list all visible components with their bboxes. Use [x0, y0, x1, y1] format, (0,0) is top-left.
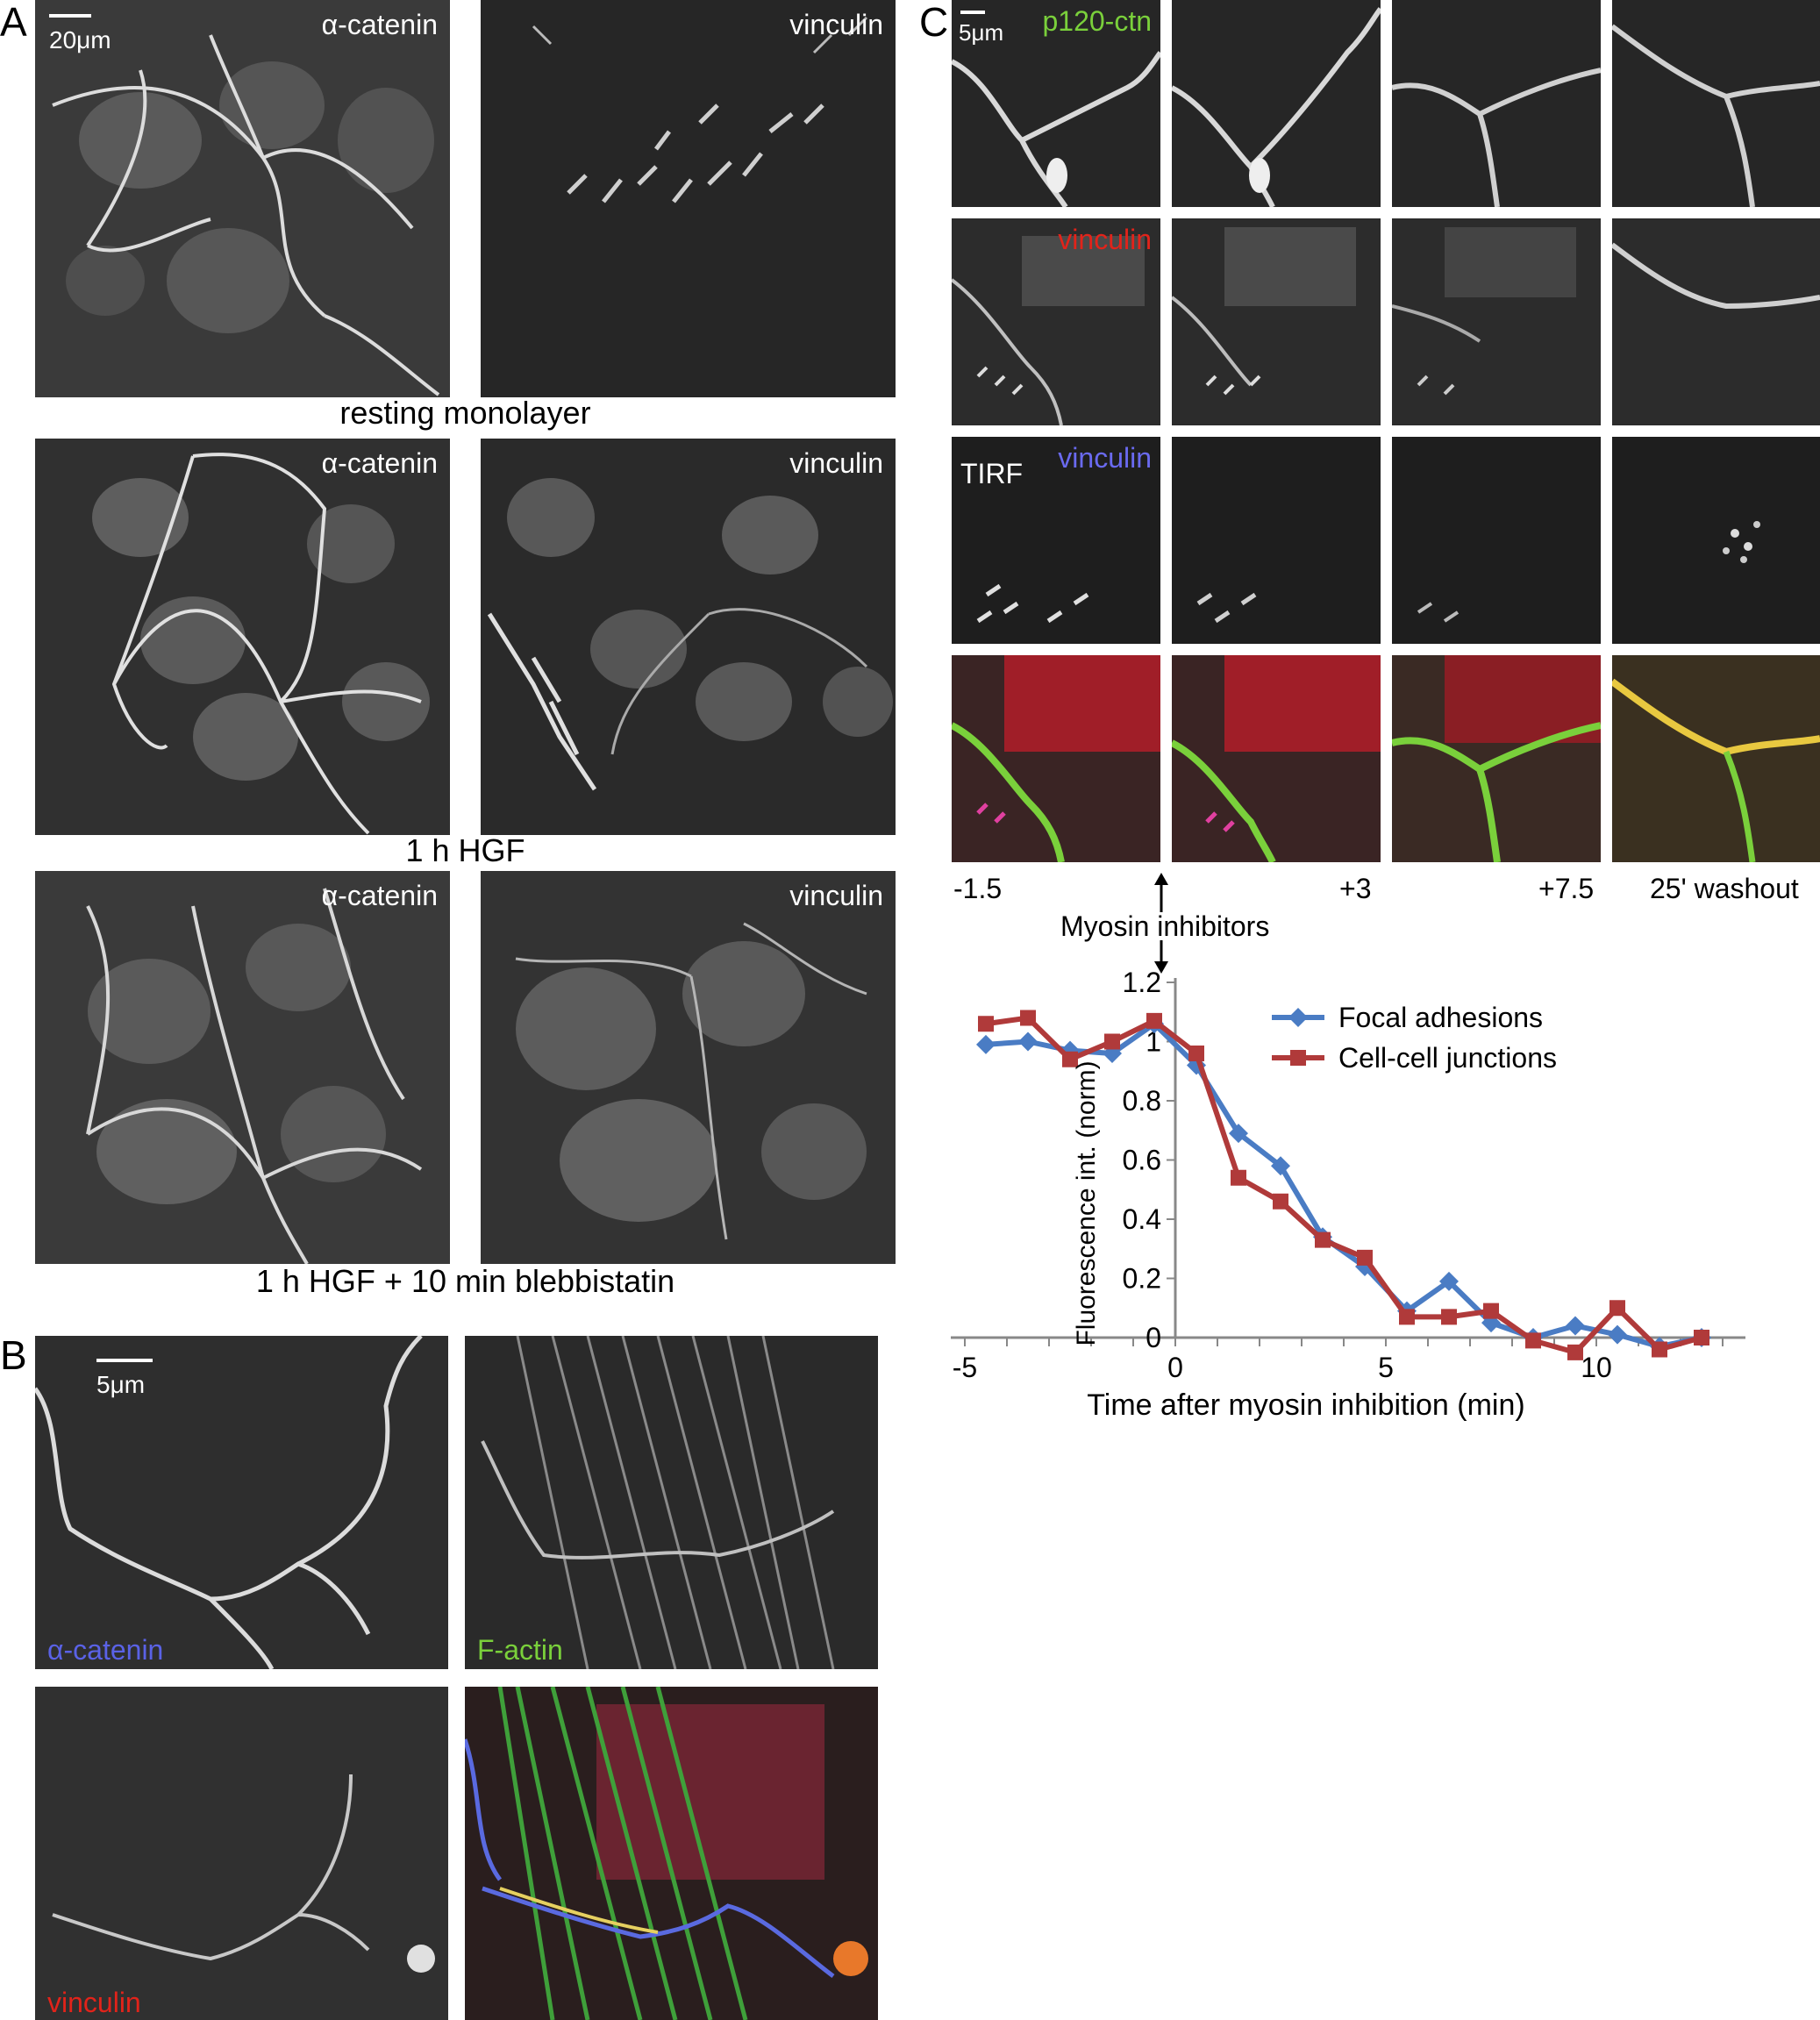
micrograph-c-merge-t3 [1392, 655, 1601, 862]
x-tick-label: 0 [1167, 1352, 1183, 1383]
channel-label: α-catenin [321, 447, 438, 479]
channel-label-vinculin-red: vinculin [1058, 224, 1152, 255]
chart-ylabel: Fluorescence int. (norm) [1072, 1060, 1101, 1345]
data-point [1441, 1309, 1457, 1325]
scale-bar [96, 1359, 153, 1362]
data-point [1271, 1156, 1290, 1176]
data-point [1315, 1231, 1331, 1248]
time-label: 25' washout [1650, 873, 1799, 904]
channel-label: vinculin [789, 880, 883, 911]
micrograph-b-f-actin: F-actin [465, 1336, 878, 1669]
micrograph-a-row1-alpha-catenin: 20μm α-catenin [35, 0, 450, 397]
panel-letter-c: C [919, 0, 949, 45]
micrograph-c-tirf-t1: TIRF vinculin [952, 437, 1160, 644]
time-label: -1.5 [953, 873, 1003, 904]
data-point [1104, 1033, 1120, 1050]
scale-label: 5μm [959, 19, 1004, 46]
x-tick-label: -5 [953, 1352, 977, 1383]
channel-label: α-catenin [321, 9, 438, 40]
legend-label: Cell-cell junctions [1338, 1042, 1557, 1074]
y-tick-label: 0.6 [1123, 1145, 1161, 1176]
time-label: +7.5 [1538, 873, 1595, 904]
data-point [1652, 1341, 1667, 1358]
panel-letter-b: B [0, 1332, 27, 1378]
micrograph-b-vinculin: vinculin [35, 1687, 448, 2020]
micrograph-a-row2-vinculin: vinculin [481, 439, 896, 835]
data-point [978, 1016, 994, 1032]
micrograph-c-p120-t2 [1172, 0, 1381, 207]
y-tick-label: 1 [1146, 1026, 1161, 1058]
channel-label-alpha-catenin: α-catenin [47, 1634, 164, 1666]
micrograph-b-alpha-catenin: 5μm α-catenin [35, 1336, 448, 1669]
scale-bar [960, 11, 985, 14]
micrograph-c-vinculin-t1: vinculin [952, 218, 1160, 425]
micrograph-c-tirf-t3 [1392, 437, 1601, 644]
data-point [1229, 1124, 1248, 1144]
data-point [1399, 1309, 1415, 1325]
channel-label-tirf: TIRF [960, 458, 1024, 489]
panel-letter-a: A [0, 0, 27, 45]
y-tick-label: 0.2 [1123, 1263, 1161, 1295]
scale-label: 20μm [49, 26, 111, 54]
data-point [1608, 1324, 1627, 1345]
data-point [1357, 1249, 1373, 1266]
time-label: +3 [1339, 873, 1372, 904]
data-point [1567, 1344, 1583, 1360]
y-tick-label: 0.4 [1123, 1203, 1161, 1235]
channel-label: α-catenin [321, 880, 438, 911]
x-tick-label: 10 [1581, 1352, 1612, 1383]
data-point [1020, 1010, 1036, 1026]
data-point [1566, 1316, 1585, 1336]
channel-label-vinculin: vinculin [47, 1987, 141, 2018]
scale-label: 5μm [96, 1371, 146, 1398]
line-chart: -5 0 5 10 0 0.2 0.4 0.6 0.8 1 1.2 Focal adhesions C… [951, 967, 1745, 1422]
micrograph-b-merge [465, 1687, 878, 2020]
data-point [1439, 1271, 1459, 1291]
micrograph-c-tirf-t2 [1172, 437, 1381, 644]
micrograph-c-p120-t4 [1612, 0, 1820, 207]
data-point [1694, 1330, 1709, 1345]
legend-label: Focal adhesions [1338, 1002, 1543, 1033]
channel-label: vinculin [789, 447, 883, 479]
row-caption: 1 h HGF [405, 832, 525, 868]
channel-label-p120-ctn: p120-ctn [1042, 5, 1152, 37]
micrograph-a-row2-alpha-catenin: α-catenin [35, 439, 450, 835]
chart-xlabel: Time after myosin inhibition (min) [1087, 1388, 1524, 1422]
micrograph-c-merge-t1 [952, 655, 1160, 862]
data-point [1062, 1051, 1078, 1067]
micrograph-c-vinculin-t3 [1392, 218, 1601, 425]
legend-marker [1288, 1008, 1308, 1027]
arrow-label: Myosin inhibitors [1057, 912, 1274, 940]
micrograph-a-row1-vinculin: vinculin [481, 0, 896, 397]
channel-label-vinculin-blue: vinculin [1058, 442, 1152, 474]
data-point [1483, 1303, 1499, 1319]
row-caption: 1 h HGF + 10 min blebbistatin [255, 1263, 675, 1299]
micrograph-c-tirf-t4 [1612, 437, 1820, 644]
y-tick-label: 1.2 [1123, 967, 1161, 998]
micrograph-c-vinculin-t4 [1612, 218, 1820, 425]
micrograph-c-p120-t1: 5μm p120-ctn [952, 0, 1160, 207]
data-point [1018, 1031, 1038, 1052]
data-point [1231, 1169, 1246, 1186]
channel-label-f-actin: F-actin [477, 1634, 563, 1666]
data-point [976, 1034, 996, 1054]
row-caption: resting monolayer [339, 395, 591, 431]
data-point [1525, 1332, 1541, 1349]
channel-label: vinculin [789, 9, 883, 40]
micrograph-c-merge-t4 [1612, 655, 1820, 862]
scale-bar [49, 14, 91, 18]
y-tick-label: 0.8 [1123, 1085, 1161, 1117]
data-point [1146, 1012, 1162, 1029]
data-point [1273, 1193, 1288, 1210]
x-tick-label: 5 [1378, 1352, 1394, 1383]
micrograph-a-row3-vinculin: vinculin [481, 871, 896, 1264]
legend-marker [1290, 1050, 1306, 1066]
y-tick-label: 0 [1146, 1322, 1161, 1353]
micrograph-a-row3-alpha-catenin: α-catenin [35, 871, 450, 1264]
data-point [1188, 1046, 1204, 1061]
micrograph-c-p120-t3 [1392, 0, 1601, 207]
micrograph-c-vinculin-t2 [1172, 218, 1381, 425]
micrograph-c-merge-t2 [1172, 655, 1381, 862]
data-point [1609, 1300, 1625, 1317]
